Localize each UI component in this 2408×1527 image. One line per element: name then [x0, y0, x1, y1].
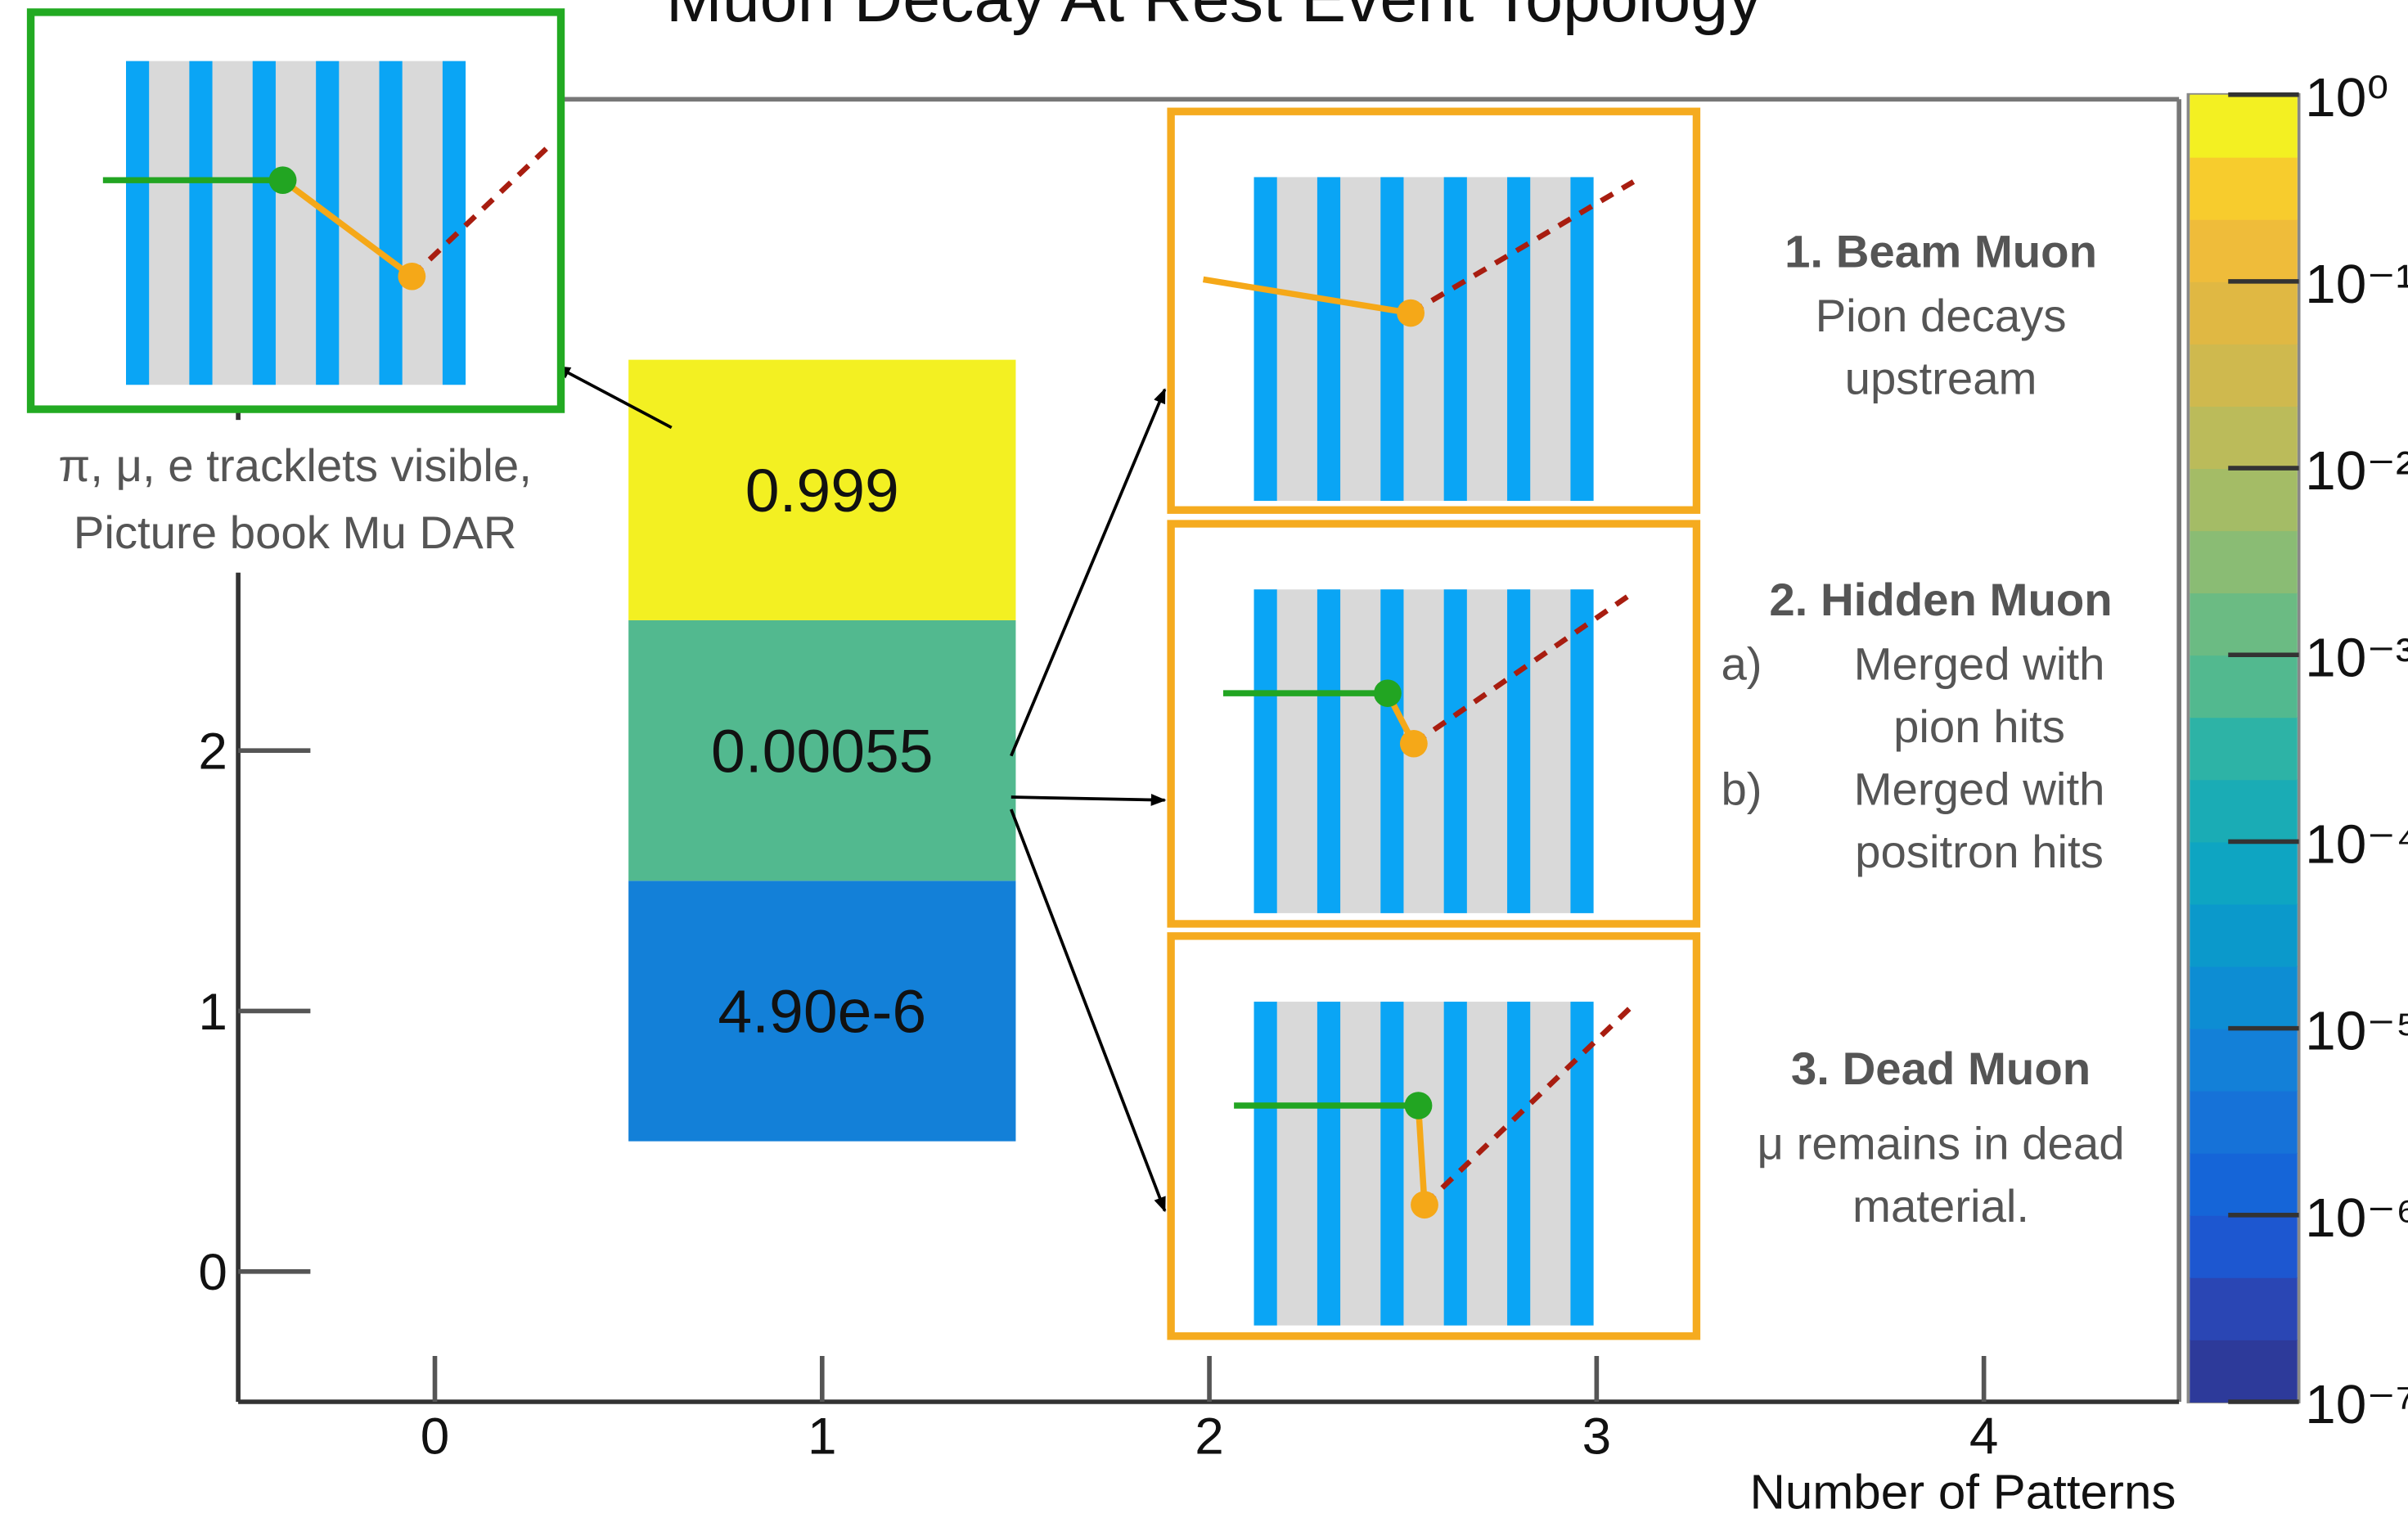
- annotation-text: Merged with: [1854, 764, 2105, 815]
- decay-vertex: [398, 263, 425, 291]
- colorbar-band: [2190, 1091, 2297, 1154]
- y-tick-label: 2: [198, 723, 227, 781]
- detector-strip: [1254, 177, 1277, 501]
- detector-strip: [253, 61, 276, 385]
- detector-strip: [189, 61, 212, 385]
- annotation-text: material.: [1852, 1180, 2029, 1232]
- colorbar-band: [2190, 344, 2297, 407]
- colorbar-tick-label: 10⁻¹: [2305, 254, 2408, 315]
- colorbar-band: [2190, 530, 2297, 593]
- x-tick-label: 0: [421, 1408, 450, 1466]
- annotation-text: positron hits: [1855, 826, 2104, 877]
- arrow: [1011, 390, 1165, 756]
- colorbar-band: [2190, 1153, 2297, 1216]
- x-tick-label: 3: [1582, 1408, 1612, 1466]
- colorbar-band: [2190, 1029, 2297, 1092]
- detector-strip: [1570, 1002, 1593, 1326]
- detector-strip: [1254, 1002, 1277, 1326]
- colorbar-band: [2190, 841, 2297, 904]
- x-tick-label: 4: [1969, 1408, 1999, 1466]
- colorbar-band: [2190, 1215, 2297, 1278]
- colorbar-band: [2190, 655, 2297, 718]
- colorbar-band: [2190, 717, 2297, 780]
- decay-vertex: [1397, 300, 1425, 327]
- y-tick-label: 0: [198, 1243, 227, 1301]
- detector-strip: [1444, 1002, 1467, 1326]
- colorbar-tick-label: 10⁻²: [2305, 440, 2408, 502]
- detector-strip: [1570, 177, 1593, 501]
- colorbar-band: [2190, 1340, 2297, 1403]
- colorbar-band: [2190, 157, 2297, 220]
- colorbar-band: [2190, 1277, 2297, 1340]
- detector-strip: [1444, 177, 1467, 501]
- colorbar-tick-label: 10⁻³: [2305, 628, 2408, 689]
- decay-vertex: [1374, 679, 1402, 707]
- colorbar-tick-label: 10⁰: [2305, 67, 2388, 128]
- colorbar-band: [2190, 219, 2297, 282]
- annotation-text: upstream: [1845, 353, 2037, 404]
- annotation-text: 2. Hidden Muon: [1769, 574, 2112, 625]
- detector-strip: [1317, 177, 1340, 501]
- x-axis-label: Number of Patterns: [1749, 1465, 2176, 1520]
- colorbar-band: [2190, 95, 2297, 158]
- annotation-text: Picture book Mu DAR: [74, 507, 517, 558]
- detector-strip: [1317, 1002, 1340, 1326]
- detector-strip: [1507, 177, 1530, 501]
- detector-strip: [380, 61, 403, 385]
- colorbar-band: [2190, 282, 2297, 345]
- annotation-text: b): [1721, 764, 1762, 815]
- page: Muon Decay At Rest Event Topology Number…: [0, 0, 2408, 1527]
- chart-title: Muon Decay At Rest Event Topology: [666, 0, 1762, 36]
- colorbar-tick-label: 10⁻⁵: [2305, 1001, 2408, 1062]
- cell-label: 4.90e-6: [718, 977, 926, 1046]
- colorbar-band: [2190, 468, 2297, 531]
- colorbar-band: [2190, 903, 2297, 966]
- colorbar-tick-label: 10⁻⁷: [2305, 1374, 2408, 1435]
- decay-vertex: [1400, 730, 1428, 758]
- annotation-text: π, μ, e tracklets visible,: [58, 439, 532, 491]
- detector: [1254, 177, 1594, 501]
- decay-vertex: [1405, 1092, 1433, 1119]
- colorbar-band: [2190, 406, 2297, 469]
- detector-strip: [1570, 589, 1593, 913]
- detector-strip: [1507, 1002, 1530, 1326]
- annotation-text: Merged with: [1854, 638, 2105, 690]
- annotation-text: a): [1721, 638, 1762, 690]
- annotation-text: Pion decays: [1816, 290, 2067, 341]
- annotation-text: pion hits: [1893, 700, 2065, 752]
- cell-label: 0.999: [745, 456, 899, 525]
- detector-strip: [126, 61, 149, 385]
- detector-strip: [1317, 589, 1340, 913]
- detector: [126, 61, 466, 385]
- decay-vertex: [269, 166, 297, 194]
- arrow: [1011, 809, 1165, 1211]
- detector-strip: [1507, 589, 1530, 913]
- detector-strip: [1380, 1002, 1403, 1326]
- detector-strip: [1380, 589, 1403, 913]
- x-tick-label: 2: [1195, 1408, 1224, 1466]
- detector-strip: [1380, 177, 1403, 501]
- annotation-text: 1. Beam Muon: [1785, 226, 2097, 277]
- detector-strip: [1254, 589, 1277, 913]
- colorbar-tick-label: 10⁻⁶: [2305, 1187, 2408, 1249]
- colorbar-band: [2190, 779, 2297, 842]
- detector-strip: [1444, 589, 1467, 913]
- decay-vertex: [1411, 1191, 1438, 1218]
- annotation-text: 3. Dead Muon: [1791, 1043, 2091, 1094]
- colorbar-band: [2190, 966, 2297, 1029]
- annotation-text: μ remains in dead: [1758, 1117, 2125, 1169]
- figure: Muon Decay At Rest Event Topology Number…: [0, 0, 2408, 1527]
- colorbar-band: [2190, 592, 2297, 655]
- x-tick-label: 1: [808, 1408, 837, 1466]
- y-tick-label: 1: [198, 983, 227, 1041]
- arrow: [1011, 797, 1165, 800]
- colorbar-tick-label: 10⁻⁴: [2305, 814, 2408, 876]
- cell-label: 0.00055: [711, 716, 934, 785]
- detector-strip: [443, 61, 466, 385]
